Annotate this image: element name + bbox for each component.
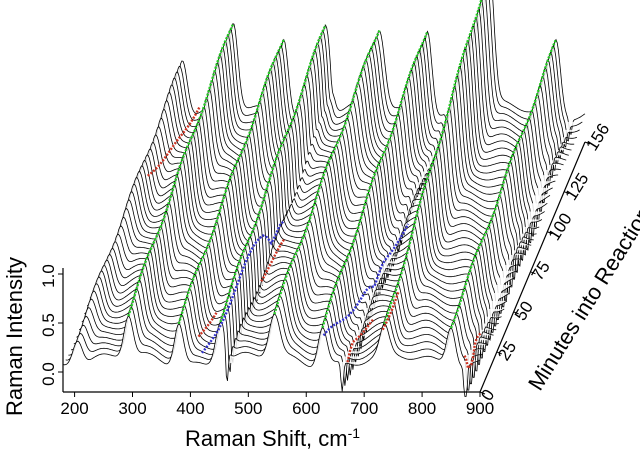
z-tick-label: 125: [561, 170, 592, 204]
y-tick-label: 0.0: [39, 362, 58, 386]
x-tick-label: 900: [466, 399, 494, 418]
x-tick-label: 700: [350, 399, 378, 418]
z-tick-mark: [530, 271, 536, 275]
spectrum-line: [62, 313, 481, 397]
x-tick-label: 400: [176, 399, 204, 418]
spectra-layer: [62, 0, 586, 397]
x-tick-label: 800: [408, 399, 436, 418]
z-tick-mark: [513, 311, 519, 315]
x-tick-label: 600: [292, 399, 320, 418]
z-tick-mark: [584, 141, 591, 145]
y-tick-label: 0.5: [39, 313, 58, 337]
z-tick-label: 50: [511, 298, 537, 324]
x-axis-ticks: 200 300 400 500 600 700 800 900: [60, 392, 494, 418]
y-axis-title: Raman Intensity: [2, 257, 27, 416]
green-peak-track: [177, 39, 285, 325]
z-tick-label: 25: [494, 338, 520, 364]
red-peak-track: [346, 318, 375, 363]
red-peak-track: [146, 105, 201, 177]
y-tick-label: 1.0: [39, 264, 58, 288]
z-tick-label: 156: [582, 120, 613, 154]
y-axis-ticks: 0.0 0.5 1.0: [39, 264, 63, 386]
blue-peak-track: [201, 220, 285, 354]
green-peak-track: [127, 22, 235, 317]
x-axis-title: Raman Shift, cm-1: [185, 425, 360, 451]
z-tick-mark: [563, 191, 570, 195]
x-tick-label: 500: [234, 399, 262, 418]
z-tick-mark: [479, 391, 486, 395]
z-tick-label: 100: [545, 210, 576, 244]
blue-peak-track: [322, 223, 410, 337]
z-tick-mark: [547, 231, 553, 235]
x-tick-label: 300: [118, 399, 146, 418]
x-tick-label: 200: [60, 399, 88, 418]
z-tick-label: 75: [528, 258, 554, 284]
red-peak-track: [381, 291, 400, 331]
peak-tracks-layer: [127, 0, 558, 371]
green-peak-track: [321, 30, 429, 328]
green-peak-track: [449, 39, 558, 329]
z-axis-line: [479, 141, 586, 393]
z-tick-mark: [496, 351, 503, 355]
red-peak-track: [463, 331, 483, 371]
red-peak-track: [197, 312, 218, 338]
z-axis-title: Minutes into Reaction: [523, 202, 640, 395]
red-peak-track: [260, 238, 285, 282]
